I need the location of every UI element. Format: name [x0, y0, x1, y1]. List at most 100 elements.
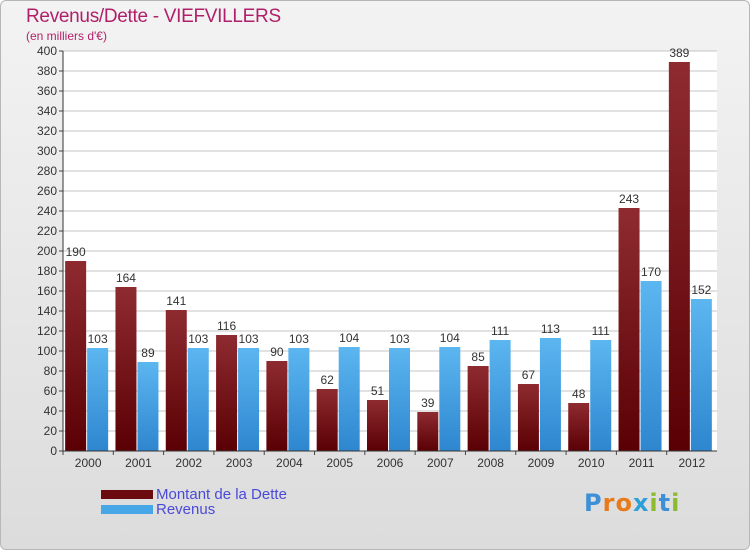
- bar-dette: [216, 335, 238, 451]
- y-tick-label: 40: [44, 404, 58, 418]
- y-tick-label: 380: [37, 64, 57, 78]
- bar-revenus: [640, 281, 662, 451]
- value-label-revenus: 103: [289, 332, 309, 346]
- chart-title: Revenus/Dette - VIEFVILLERS: [26, 6, 281, 27]
- value-label-revenus: 152: [691, 283, 711, 297]
- value-label-revenus: 103: [188, 332, 208, 346]
- y-tick-label: 120: [37, 324, 57, 338]
- value-label-revenus: 89: [141, 346, 155, 360]
- bar-revenus: [489, 340, 511, 451]
- y-tick-label: 160: [37, 284, 57, 298]
- value-label-dette: 51: [371, 384, 385, 398]
- value-label-dette: 39: [421, 396, 435, 410]
- bar-dette: [668, 62, 690, 451]
- x-tick-label: 2009: [528, 456, 555, 470]
- y-tick-label: 180: [37, 264, 57, 278]
- value-label-revenus: 113: [541, 322, 560, 336]
- bar-revenus: [690, 299, 712, 451]
- bar-revenus: [590, 340, 612, 451]
- bar-dette: [165, 310, 187, 451]
- y-tick-label: 340: [37, 104, 57, 118]
- x-tick-label: 2012: [678, 456, 705, 470]
- bar-revenus: [137, 362, 159, 451]
- logo-letter: x: [632, 489, 650, 517]
- value-label-revenus: 103: [389, 332, 409, 346]
- y-tick-label: 0: [50, 444, 57, 458]
- value-label-revenus: 170: [641, 265, 661, 279]
- bar-dette: [65, 261, 87, 451]
- bar-revenus: [187, 348, 209, 451]
- value-label-dette: 141: [166, 294, 186, 308]
- bar-dette: [467, 366, 489, 451]
- bar-revenus: [238, 348, 260, 451]
- proxiti-logo: Proxiti: [584, 489, 680, 517]
- value-label-dette: 190: [66, 245, 86, 259]
- x-tick-label: 2004: [276, 456, 303, 470]
- y-tick-label: 320: [37, 124, 57, 138]
- legend-swatch-revenus: [101, 505, 153, 514]
- x-tick-label: 2010: [578, 456, 605, 470]
- value-label-revenus: 104: [440, 331, 460, 345]
- y-tick-label: 80: [44, 364, 58, 378]
- bar-dette: [417, 412, 439, 451]
- y-tick-label: 300: [37, 144, 57, 158]
- logo-letter: P: [584, 489, 603, 517]
- value-label-dette: 90: [270, 345, 284, 359]
- y-tick-label: 360: [37, 84, 57, 98]
- x-tick-label: 2001: [125, 456, 152, 470]
- value-label-revenus: 103: [88, 332, 108, 346]
- legend-label-revenus: Revenus: [156, 501, 216, 518]
- logo-letter: t: [658, 489, 672, 517]
- x-tick-label: 2011: [629, 456, 655, 470]
- y-tick-label: 240: [37, 204, 57, 218]
- y-tick-label: 400: [37, 44, 57, 58]
- value-label-dette: 164: [116, 271, 136, 285]
- bar-revenus: [87, 348, 109, 451]
- x-tick-label: 2008: [477, 456, 504, 470]
- logo-letter: o: [615, 489, 633, 517]
- x-tick-label: 2002: [175, 456, 202, 470]
- legend-swatch-dette: [101, 490, 153, 499]
- bar-dette: [115, 287, 137, 451]
- logo-letter: i: [671, 489, 681, 517]
- value-label-dette: 243: [619, 192, 639, 206]
- bar-revenus: [288, 348, 310, 451]
- value-label-dette: 48: [572, 387, 586, 401]
- bar-revenus: [539, 338, 561, 451]
- x-tick-label: 2006: [377, 456, 404, 470]
- logo-letter: r: [602, 489, 616, 517]
- logo-letter: i: [649, 489, 659, 517]
- value-label-revenus: 111: [491, 324, 510, 338]
- x-tick-label: 2007: [427, 456, 454, 470]
- value-label-dette: 62: [321, 373, 335, 387]
- x-tick-label: 2005: [326, 456, 353, 470]
- bar-revenus: [439, 347, 461, 451]
- bar-dette: [618, 208, 640, 451]
- bar-revenus: [389, 348, 410, 451]
- y-tick-label: 220: [37, 224, 57, 238]
- y-tick-label: 200: [37, 244, 57, 258]
- value-label-dette: 67: [522, 368, 536, 382]
- bar-dette: [266, 361, 288, 451]
- chart-subtitle: (en milliers d'€): [26, 29, 107, 43]
- value-label-dette: 389: [669, 46, 689, 60]
- value-label-revenus: 104: [339, 331, 359, 345]
- bar-revenus: [338, 347, 360, 451]
- y-tick-label: 280: [37, 164, 57, 178]
- bar-dette: [367, 400, 388, 451]
- y-tick-label: 260: [37, 184, 57, 198]
- y-tick-label: 20: [44, 424, 58, 438]
- x-tick-label: 2000: [75, 456, 102, 470]
- x-tick-label: 2003: [226, 456, 253, 470]
- legend-label-dette: Montant de la Dette: [156, 486, 287, 503]
- value-label-dette: 85: [471, 350, 485, 364]
- value-label-revenus: 111: [592, 324, 611, 338]
- bar-dette: [517, 384, 539, 451]
- value-label-dette: 116: [217, 319, 236, 333]
- bar-dette: [316, 389, 338, 451]
- value-label-revenus: 103: [239, 332, 259, 346]
- y-tick-label: 60: [44, 384, 58, 398]
- bar-dette: [568, 403, 590, 451]
